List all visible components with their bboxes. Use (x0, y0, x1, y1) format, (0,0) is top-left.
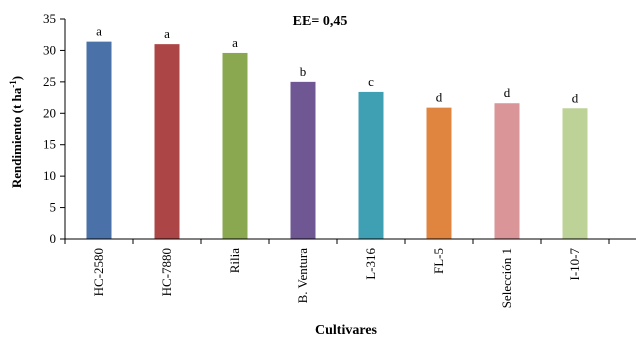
x-tick-label: HC-7880 (159, 248, 174, 296)
bar (426, 107, 452, 239)
bar (494, 103, 520, 239)
x-tick-label: I-10-7 (567, 248, 582, 281)
significance-letter: a (96, 24, 102, 39)
y-tick-label: 10 (43, 168, 56, 183)
bar (86, 41, 112, 239)
significance-letter: b (300, 64, 307, 79)
significance-letter: a (232, 35, 238, 50)
y-tick-label: 5 (50, 200, 57, 215)
x-tick-label: Selección 1 (499, 248, 514, 308)
x-tick-label: FL-5 (431, 248, 446, 274)
bar (562, 108, 588, 239)
significance-letters: a a a b c d d d (96, 24, 579, 106)
x-tick-label: Rilia (227, 248, 242, 274)
y-tick-label: 35 (43, 11, 56, 26)
annotation-ee: EE= 0,45 (293, 14, 348, 29)
significance-letter: d (436, 90, 443, 105)
x-tick-label: HC-2580 (91, 248, 106, 296)
bar (154, 44, 180, 240)
y-tick-label: 20 (43, 105, 56, 120)
significance-letter: d (572, 90, 579, 105)
y-tick-label: 0 (50, 231, 57, 246)
y-tick-label: 15 (43, 137, 56, 152)
y-tick-label: 25 (43, 74, 56, 89)
y-axis-label-superscript: -1 (8, 80, 18, 88)
bar (358, 91, 384, 240)
significance-letter: c (368, 74, 374, 89)
y-axis-ticks: 0 5 10 15 20 25 30 35 (43, 11, 65, 246)
bar (290, 81, 316, 239)
bars-group (86, 41, 588, 240)
x-axis-label: Cultivares (315, 323, 378, 338)
x-tick-label: L-316 (363, 248, 378, 280)
significance-letter: d (504, 85, 511, 100)
y-axis-label-main: Rendimiento (t ha (9, 87, 24, 188)
y-axis-label: Rendimiento (t ha-1) (8, 76, 24, 188)
y-tick-label: 30 (43, 42, 56, 57)
x-tick-label: B. Ventura (295, 248, 310, 304)
y-axis-label-tail: ) (9, 76, 24, 80)
significance-letter: a (164, 26, 170, 41)
x-axis-ticks (64, 239, 610, 244)
bar (222, 52, 248, 239)
x-axis-tick-labels: HC-2580 HC-7880 Rilia B. Ventura L-316 FL-5 Se… (91, 248, 582, 309)
